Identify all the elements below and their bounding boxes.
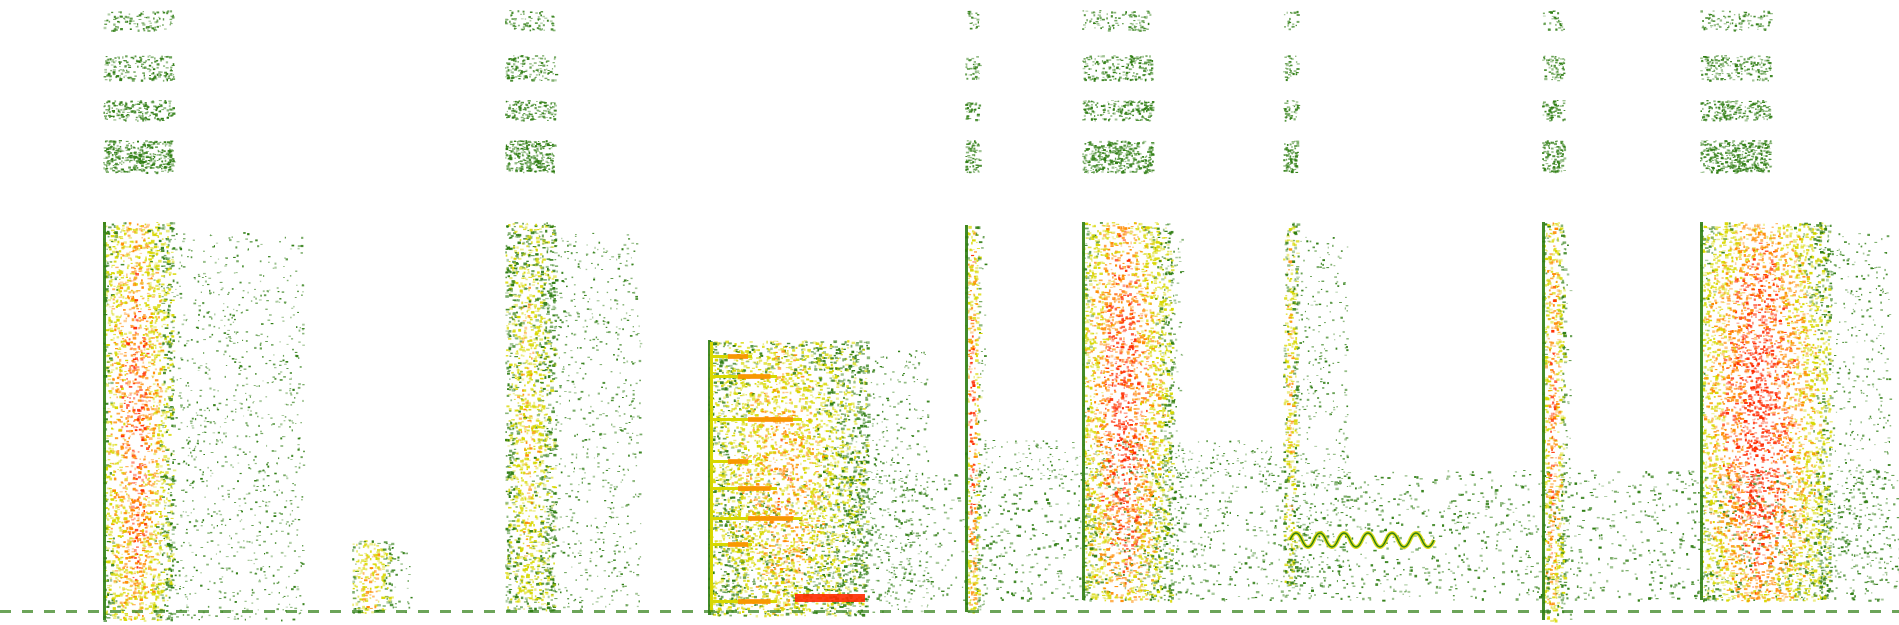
events-layer: [103, 10, 1892, 622]
event-burst-3: [1700, 10, 1892, 602]
baseline-dashes: [0, 610, 1899, 613]
wavering-tone-wiggles: [1290, 533, 1434, 547]
event-tick-1: [352, 540, 413, 614]
event-click-2: [1542, 11, 1572, 623]
event-wavering-tone: [1283, 11, 1349, 591]
event-click-1: [965, 11, 988, 614]
event-burst-2: [505, 10, 642, 612]
event-double-strike: [1082, 10, 1184, 603]
event-pulse-train: [708, 340, 930, 618]
event-burst-1: [103, 10, 305, 622]
